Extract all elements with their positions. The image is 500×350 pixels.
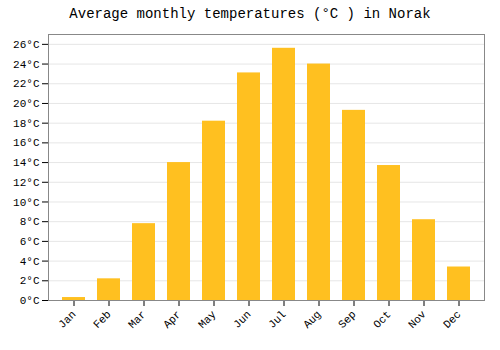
svg-text:16°C: 16°C	[13, 137, 40, 149]
svg-text:20°C: 20°C	[13, 98, 40, 110]
svg-text:12°C: 12°C	[13, 177, 40, 189]
svg-text:Jan: Jan	[56, 308, 78, 330]
svg-text:0°C: 0°C	[20, 295, 40, 307]
svg-text:10°C: 10°C	[13, 197, 40, 209]
svg-text:Oct: Oct	[371, 308, 393, 330]
svg-text:26°C: 26°C	[13, 39, 40, 51]
svg-text:Jul: Jul	[266, 308, 288, 330]
svg-text:6°C: 6°C	[20, 236, 40, 248]
svg-text:Nov: Nov	[406, 308, 429, 331]
svg-text:Mar: Mar	[126, 308, 148, 330]
svg-text:Dec: Dec	[441, 308, 463, 330]
svg-text:2°C: 2°C	[20, 275, 40, 287]
svg-text:Jun: Jun	[231, 308, 253, 330]
svg-text:8°C: 8°C	[20, 216, 40, 228]
svg-text:14°C: 14°C	[13, 157, 40, 169]
svg-text:24°C: 24°C	[13, 59, 40, 71]
svg-text:4°C: 4°C	[20, 256, 40, 268]
svg-text:18°C: 18°C	[13, 118, 40, 130]
svg-text:Apr: Apr	[161, 308, 183, 330]
svg-text:Aug: Aug	[301, 308, 323, 330]
svg-text:May: May	[196, 308, 219, 331]
svg-text:22°C: 22°C	[13, 78, 40, 90]
svg-text:Feb: Feb	[91, 308, 113, 330]
svg-text:Sep: Sep	[336, 308, 358, 330]
html-text:Average monthly temperatures (: Average monthly temperatures (°C ) in No…	[69, 6, 431, 22]
